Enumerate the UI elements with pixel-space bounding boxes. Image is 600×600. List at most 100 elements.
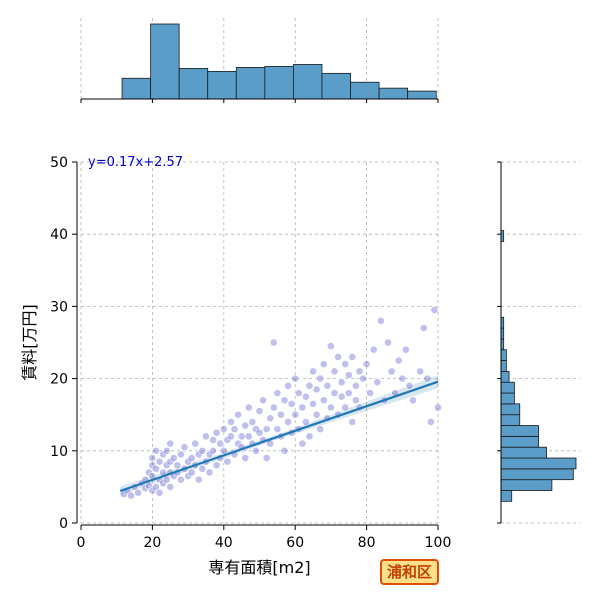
scatter-point <box>234 410 242 419</box>
scatter-point <box>198 464 207 473</box>
scatter-point <box>330 389 339 397</box>
y-axis-label: 賃料[万円] <box>20 304 39 381</box>
scatter-point <box>384 338 392 347</box>
right-hist-bar <box>500 392 515 405</box>
scatter-point <box>155 457 164 466</box>
scatter-point <box>362 360 371 369</box>
right-hist-bar <box>500 349 507 361</box>
top-hist-bar <box>121 77 152 100</box>
scatter-point <box>219 425 228 434</box>
scatter-point <box>227 418 235 426</box>
top-hist-bar <box>207 70 237 100</box>
scatter-point <box>419 324 428 332</box>
right-hist-bar <box>500 381 515 394</box>
x-tick-label: 80 <box>358 535 376 551</box>
scatter-point <box>194 475 203 484</box>
top-hist-bar <box>293 64 323 100</box>
scatter-point <box>426 418 435 426</box>
y-tick-label: 40 <box>50 227 68 243</box>
scatter-point <box>280 446 289 455</box>
scatter-point <box>316 425 325 434</box>
scatter-point <box>280 396 289 405</box>
scatter-point <box>351 381 360 390</box>
scatter-point <box>169 454 178 462</box>
scatter-point <box>266 414 275 423</box>
scatter-point <box>134 488 143 497</box>
scatter-point <box>230 425 239 434</box>
scatter-point <box>269 403 278 412</box>
scatter-point <box>330 367 339 376</box>
scatter-point <box>212 428 221 437</box>
scatter-point <box>273 425 282 434</box>
scatter-point <box>205 468 214 477</box>
scatter-point <box>277 410 285 419</box>
scatter-point <box>187 468 196 477</box>
scatter-point <box>291 410 300 419</box>
y-tick-label: 20 <box>50 372 68 388</box>
top-hist-bar <box>350 81 380 100</box>
ward-badge: 浦和区 <box>380 559 440 585</box>
scatter-point <box>312 410 321 419</box>
scatter-point <box>351 396 360 405</box>
scatter-point <box>209 436 217 444</box>
scatter-point <box>255 428 264 437</box>
scatter-point <box>305 432 314 441</box>
scatter-point <box>223 457 232 466</box>
scatter-point <box>287 399 296 408</box>
y-tick-label: 10 <box>50 444 68 460</box>
scatter-point <box>166 482 175 491</box>
top-hist-bar <box>321 72 351 100</box>
scatter-point <box>312 385 321 394</box>
top-hist-bar <box>178 68 209 100</box>
scatter-point <box>394 356 403 365</box>
y-tick-label: 50 <box>50 155 68 171</box>
x-tick-label: 40 <box>215 535 233 551</box>
scatter-point <box>337 392 346 401</box>
scatter-point <box>241 421 250 430</box>
regression-equation: y=0.17x+2.57 <box>88 155 183 170</box>
scatter-point <box>373 378 382 387</box>
scatter-point <box>191 439 200 448</box>
scatter-point <box>127 491 135 500</box>
scatter-point <box>177 450 185 459</box>
x-tick-label: 100 <box>425 535 452 551</box>
scatter-point <box>202 432 210 441</box>
scatter-point <box>376 316 385 325</box>
right-hist-bar <box>500 403 521 416</box>
scatter-point <box>187 454 196 462</box>
scatter-point <box>423 374 432 383</box>
scatter-point <box>237 432 246 441</box>
scatter-point <box>262 425 271 434</box>
scatter-point <box>341 403 350 412</box>
scatter-point <box>302 392 310 401</box>
top-hist-bar <box>378 87 409 100</box>
scatter-point <box>152 482 160 491</box>
top-hist-bar <box>407 90 437 100</box>
right-hist-bar <box>500 414 521 426</box>
top-hist-bar <box>235 67 266 100</box>
scatter-point <box>309 399 317 408</box>
right-hist-bar <box>500 425 539 437</box>
scatter-point <box>180 443 189 452</box>
scatter-point <box>369 345 378 354</box>
scatter-point <box>269 338 278 347</box>
scatter-point <box>216 439 225 448</box>
scatter-point <box>348 418 357 426</box>
scatter-point <box>298 439 307 448</box>
scatter-point <box>401 345 410 354</box>
scatter-point <box>359 374 367 383</box>
scatter-point <box>148 454 157 462</box>
scatter-point <box>198 446 207 455</box>
scatter-point <box>152 464 160 473</box>
scatter-point <box>162 475 171 484</box>
scatter-point <box>355 367 364 376</box>
right-hist-bar <box>500 457 577 470</box>
scatter-point <box>298 403 307 412</box>
scatter-point <box>305 381 314 390</box>
scatter-point <box>309 367 317 376</box>
scatter-point <box>173 461 182 470</box>
scatter-point <box>248 418 257 426</box>
right-hist-bar <box>500 370 510 383</box>
scatter-point <box>255 407 264 415</box>
